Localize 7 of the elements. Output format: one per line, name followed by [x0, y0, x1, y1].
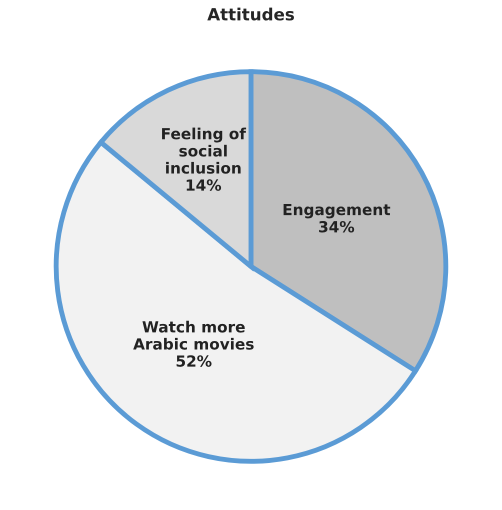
slice-label: Watch more Arabic movies [133, 320, 254, 350]
data-label: 14% [186, 179, 222, 191]
data-label: 52% [176, 355, 212, 367]
slice-label: Feeling of social inclusion [162, 128, 246, 174]
slice-label: Engagement [284, 204, 390, 218]
chart-title: Attitudes [207, 8, 294, 21]
data-label: 34% [319, 220, 354, 233]
